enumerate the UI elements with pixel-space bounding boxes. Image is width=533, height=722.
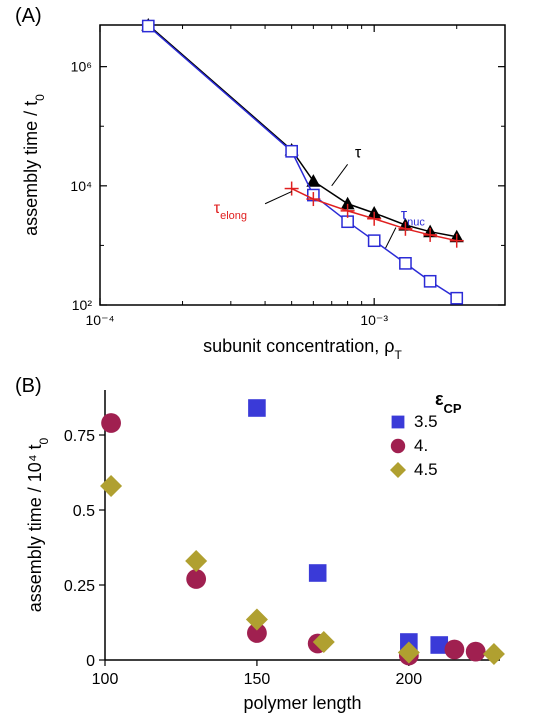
svg-text:3.5: 3.5 [414, 412, 438, 431]
svg-text:10⁴: 10⁴ [70, 178, 92, 194]
svg-text:10²: 10² [72, 297, 93, 313]
svg-text:assembly time / t0: assembly time / t0 [21, 94, 47, 236]
svg-text:polymer length: polymer length [243, 693, 361, 713]
panel-a-label: (A) [15, 5, 42, 28]
svg-text:assembly time / 10⁴ t0: assembly time / 10⁴ t0 [25, 437, 51, 612]
chart-b: 100 150 200 0 0.25 0.5 0.75 polymer length assem… [15, 375, 520, 715]
svg-text:0: 0 [86, 653, 95, 670]
svg-text:subunit concentration, ρT: subunit concentration, ρT [203, 336, 402, 362]
svg-text:4.: 4. [414, 436, 428, 455]
svg-text:εCP: εCP [435, 389, 462, 416]
svg-text:τelong: τelong [214, 200, 247, 222]
chart-a: 10⁻⁴ 10⁻³ 10² 10⁴ 10⁶ subunit concentration, … [15, 5, 520, 360]
svg-text:150: 150 [244, 671, 271, 688]
panel-b-label: (B) [15, 375, 42, 398]
svg-text:100: 100 [92, 671, 119, 688]
svg-text:4.5: 4.5 [414, 460, 438, 479]
svg-text:10⁶: 10⁶ [71, 59, 92, 75]
svg-text:0.25: 0.25 [64, 578, 95, 595]
svg-text:10⁻³: 10⁻³ [360, 312, 388, 328]
panel-a: (A) 10⁻⁴ 10⁻³ 10² 10⁴ 10⁶ subunit concentrati… [15, 5, 520, 360]
svg-text:0.5: 0.5 [73, 503, 95, 520]
svg-text:0.75: 0.75 [64, 428, 95, 445]
svg-text:τ: τ [355, 144, 362, 161]
panel-b: (B) 100 150 200 0 0.25 0.5 0.75 polymer length a… [15, 375, 520, 715]
svg-text:200: 200 [395, 671, 422, 688]
svg-text:10⁻⁴: 10⁻⁴ [86, 312, 115, 328]
